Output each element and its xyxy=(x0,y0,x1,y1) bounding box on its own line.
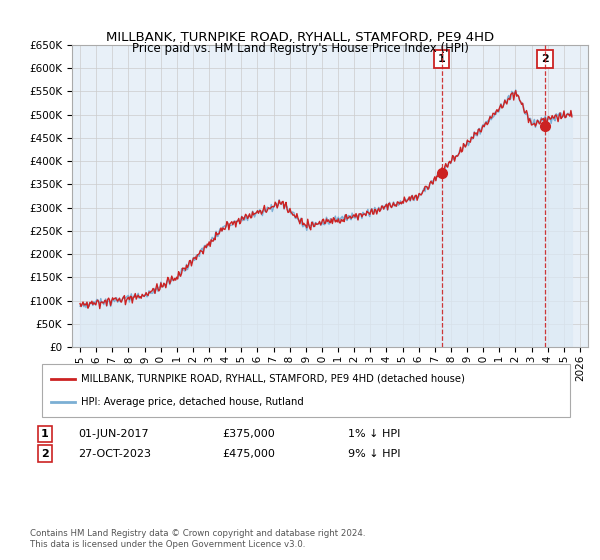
Text: 9% ↓ HPI: 9% ↓ HPI xyxy=(348,449,401,459)
Text: 1: 1 xyxy=(438,54,445,64)
Text: 1% ↓ HPI: 1% ↓ HPI xyxy=(348,429,400,439)
Text: HPI: Average price, detached house, Rutland: HPI: Average price, detached house, Rutl… xyxy=(81,397,304,407)
Text: Price paid vs. HM Land Registry's House Price Index (HPI): Price paid vs. HM Land Registry's House … xyxy=(131,42,469,55)
Text: 2: 2 xyxy=(41,449,49,459)
Text: 1: 1 xyxy=(41,429,49,439)
Text: 2: 2 xyxy=(541,54,548,64)
Text: MILLBANK, TURNPIKE ROAD, RYHALL, STAMFORD, PE9 4HD: MILLBANK, TURNPIKE ROAD, RYHALL, STAMFOR… xyxy=(106,31,494,44)
Text: 01-JUN-2017: 01-JUN-2017 xyxy=(78,429,149,439)
Text: 27-OCT-2023: 27-OCT-2023 xyxy=(78,449,151,459)
Text: £375,000: £375,000 xyxy=(222,429,275,439)
Text: £475,000: £475,000 xyxy=(222,449,275,459)
Text: Contains HM Land Registry data © Crown copyright and database right 2024.
This d: Contains HM Land Registry data © Crown c… xyxy=(30,529,365,549)
Text: MILLBANK, TURNPIKE ROAD, RYHALL, STAMFORD, PE9 4HD (detached house): MILLBANK, TURNPIKE ROAD, RYHALL, STAMFOR… xyxy=(81,374,465,384)
